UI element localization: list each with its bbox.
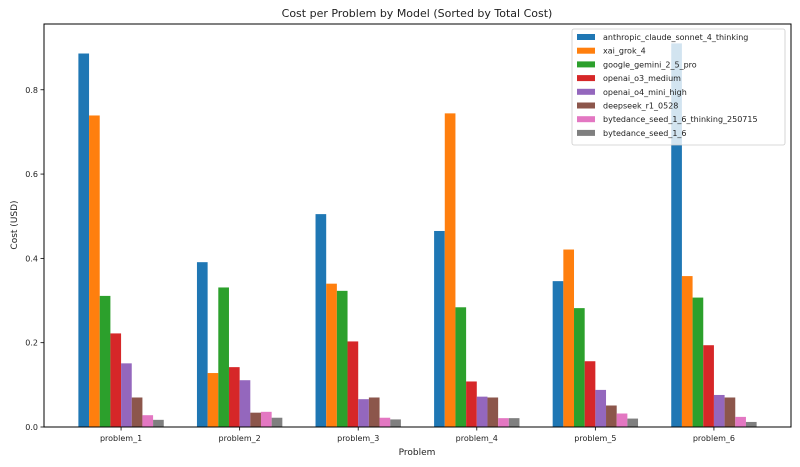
- bar-deepseek_r1_0528-problem_3: [368, 397, 380, 427]
- legend-swatch-deepseek_r1_0528: [577, 102, 595, 109]
- bar-anthropic_claude_sonnet_4_thinking-problem_6: [671, 43, 682, 428]
- legend-swatch-openai_o3_medium: [577, 75, 595, 82]
- x-tick-label: problem_2: [219, 434, 261, 443]
- bar-anthropic_claude_sonnet_4_thinking-problem_5: [552, 281, 564, 427]
- bar-deepseek_r1_0528-problem_2: [250, 412, 261, 427]
- bar-openai_o3_medium-problem_1: [110, 333, 122, 427]
- legend-label: openai_o4_mini_high: [603, 88, 687, 97]
- bar-google_gemini_2_5_pro-problem_5: [574, 308, 585, 427]
- bar-google_gemini_2_5_pro-problem_6: [692, 297, 704, 427]
- legend-label: deepseek_r1_0528: [603, 102, 678, 111]
- bar-bytedance_seed_1_6-problem_6: [745, 421, 757, 427]
- bar-google_gemini_2_5_pro-problem_2: [218, 287, 229, 427]
- y-tick-label: 0.0: [25, 423, 38, 432]
- bar-bytedance_seed_1_6_thinking_250715-problem_6: [735, 416, 746, 427]
- legend-swatch-bytedance_seed_1_6_thinking_250715: [577, 116, 595, 123]
- bar-bytedance_seed_1_6-problem_4: [508, 418, 520, 427]
- bar-google_gemini_2_5_pro-problem_1: [99, 295, 111, 427]
- x-tick-label: problem_1: [100, 434, 142, 443]
- bar-bytedance_seed_1_6_thinking_250715-problem_5: [616, 413, 628, 427]
- y-tick-label: 0.6: [25, 170, 38, 179]
- legend-box: [571, 28, 786, 146]
- y-axis: 0.0 0.2 0.4 0.6 0.8: [25, 86, 44, 432]
- y-axis-label: Cost (USD): [10, 200, 20, 249]
- y-tick-label: 0.8: [25, 86, 38, 95]
- legend-label: bytedance_seed_1_6: [603, 129, 687, 138]
- bars: [78, 43, 757, 428]
- legend-swatch-bytedance_seed_1_6: [577, 129, 595, 136]
- bar-google_gemini_2_5_pro-problem_4: [455, 307, 467, 427]
- bar-bytedance_seed_1_6_thinking_250715-problem_3: [379, 417, 391, 427]
- bar-google_gemini_2_5_pro-problem_3: [336, 290, 348, 427]
- bar-bytedance_seed_1_6-problem_1: [153, 419, 164, 427]
- bar-bytedance_seed_1_6_thinking_250715-problem_4: [498, 418, 509, 427]
- bar-xai_grok_4-problem_6: [681, 276, 693, 427]
- bar-xai_grok_4-problem_4: [444, 113, 456, 428]
- bar-deepseek_r1_0528-problem_5: [606, 405, 617, 427]
- bar-bytedance_seed_1_6-problem_3: [390, 419, 401, 427]
- legend-label: google_gemini_2_5_pro: [603, 60, 697, 69]
- bar-xai_grok_4-problem_5: [563, 249, 575, 427]
- bar-openai_o4_mini_high-problem_1: [121, 363, 132, 427]
- bar-xai_grok_4-problem_2: [207, 373, 219, 427]
- legend-label: bytedance_seed_1_6_thinking_250715: [603, 115, 758, 124]
- bar-deepseek_r1_0528-problem_1: [131, 397, 143, 427]
- bar-deepseek_r1_0528-problem_6: [724, 397, 736, 427]
- legend-swatch-anthropic_claude_sonnet_4_thinking: [577, 34, 595, 40]
- bar-xai_grok_4-problem_3: [326, 283, 337, 427]
- x-tick-label: problem_6: [693, 434, 735, 443]
- legend-label: xai_grok_4: [603, 47, 646, 56]
- x-axis-label: Problem: [399, 448, 436, 458]
- bar-anthropic_claude_sonnet_4_thinking-problem_1: [78, 53, 90, 428]
- bar-bytedance_seed_1_6_thinking_250715-problem_1: [142, 415, 154, 427]
- bar-openai_o3_medium-problem_4: [466, 381, 477, 427]
- bar-openai_o3_medium-problem_5: [584, 361, 596, 427]
- bar-xai_grok_4-problem_1: [89, 115, 100, 427]
- bar-openai_o3_medium-problem_6: [703, 345, 714, 427]
- bar-openai_o3_medium-problem_2: [228, 367, 240, 427]
- bar-openai_o4_mini_high-problem_2: [239, 380, 251, 427]
- bar-bytedance_seed_1_6-problem_5: [627, 418, 639, 427]
- x-tick-label: problem_4: [456, 434, 498, 443]
- legend-swatch-openai_o4_mini_high: [577, 88, 595, 95]
- x-tick-label: problem_5: [574, 434, 616, 443]
- legend-swatch-xai_grok_4: [577, 47, 595, 54]
- y-tick-label: 0.4: [25, 254, 38, 263]
- bar-anthropic_claude_sonnet_4_thinking-problem_2: [196, 262, 208, 427]
- bar-openai_o4_mini_high-problem_3: [358, 399, 369, 427]
- x-tick-label: problem_3: [337, 434, 379, 443]
- bar-openai_o4_mini_high-problem_6: [713, 394, 725, 427]
- bar-openai_o4_mini_high-problem_5: [595, 389, 607, 427]
- bar-bytedance_seed_1_6_thinking_250715-problem_2: [260, 411, 272, 427]
- bar-anthropic_claude_sonnet_4_thinking-problem_4: [434, 230, 445, 427]
- legend-label: openai_o3_medium: [603, 74, 681, 83]
- bar-deepseek_r1_0528-problem_4: [487, 397, 499, 427]
- y-tick-label: 0.2: [25, 339, 38, 348]
- legend-swatch-google_gemini_2_5_pro: [577, 61, 595, 68]
- x-axis: problem_1 problem_2 problem_3 problem_4 prob…: [100, 427, 735, 443]
- chart-title: Cost per Problem by Model (Sorted by Tot…: [282, 7, 553, 20]
- plot-frame: [43, 23, 792, 428]
- legend: anthropic_claude_sonnet_4_thinking xai_gr…: [571, 28, 786, 146]
- bar-openai_o4_mini_high-problem_4: [476, 396, 488, 427]
- bar-openai_o3_medium-problem_3: [347, 341, 359, 427]
- bar-bytedance_seed_1_6-problem_2: [271, 417, 283, 427]
- bar-anthropic_claude_sonnet_4_thinking-problem_3: [315, 214, 327, 427]
- legend-label: anthropic_claude_sonnet_4_thinking: [603, 33, 748, 42]
